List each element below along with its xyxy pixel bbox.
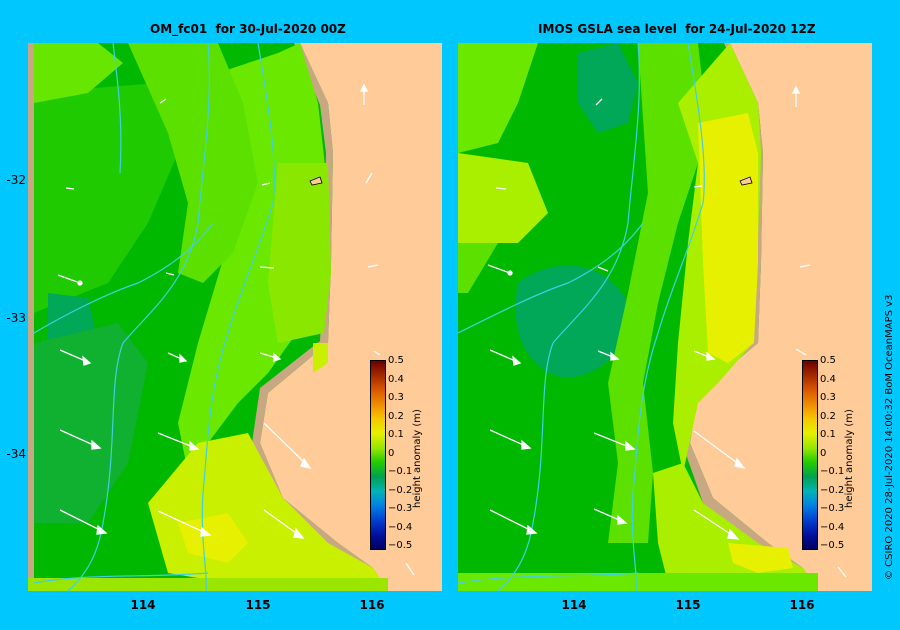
colorbar-tick: 0.3 [388,392,404,403]
colorbar-tick: 0.1 [388,429,404,440]
colorbar-tick: −0.1 [388,466,413,477]
colorbar-tick: −0.4 [820,522,845,533]
colorbar-tick: 0.5 [388,355,404,366]
colorbar-tick: 0.4 [820,374,836,385]
x-tick-label: 114 [561,598,587,612]
colorbar-tick: −0.2 [388,485,413,496]
colorbar-gradient [371,361,385,549]
copyright-text: © CSIRO 2020 28-Jul-2020 14:00:32 BoM Oc… [884,294,895,580]
colorbar-title: height anomaly (m) [844,409,855,508]
panel-title-right: IMOS GSLA sea level for 24-Jul-2020 12Z [538,22,816,36]
colorbar-tick: 0.5 [820,355,836,366]
colorbar-tick: −0.3 [820,503,845,514]
colorbar-right [802,360,818,550]
colorbar-tick: −0.5 [820,540,845,551]
y-tick-label: -34 [6,447,26,461]
x-tick-label: 114 [130,598,156,612]
colorbar-tick: 0.4 [388,374,404,385]
x-tick-label: 116 [359,598,385,612]
map-panel-model [28,43,442,591]
y-tick-label: -33 [6,311,26,325]
x-tick-label: 116 [789,598,815,612]
colorbar-title: height anomaly (m) [412,409,423,508]
x-tick-label: 115 [245,598,271,612]
colorbar-tick: 0.3 [820,392,836,403]
colorbar-tick: −0.1 [820,466,845,477]
colorbar-tick: 0.2 [820,411,836,422]
y-tick-label: -32 [6,173,26,187]
panel-title-left: OM_fc01 for 30-Jul-2020 00Z [150,22,346,36]
map-panel-observation [458,43,872,591]
colorbar-tick: 0.2 [388,411,404,422]
x-tick-label: 115 [675,598,701,612]
colorbar-tick: 0 [388,448,395,459]
colorbar-tick: −0.4 [388,522,413,533]
colorbar-gradient [803,361,817,549]
colorbar-tick: 0.1 [820,429,836,440]
colorbar-tick: 0 [820,448,827,459]
colorbar-tick: −0.5 [388,540,413,551]
colorbar-left [370,360,386,550]
colorbar-tick: −0.2 [820,485,845,496]
colorbar-tick: −0.3 [388,503,413,514]
